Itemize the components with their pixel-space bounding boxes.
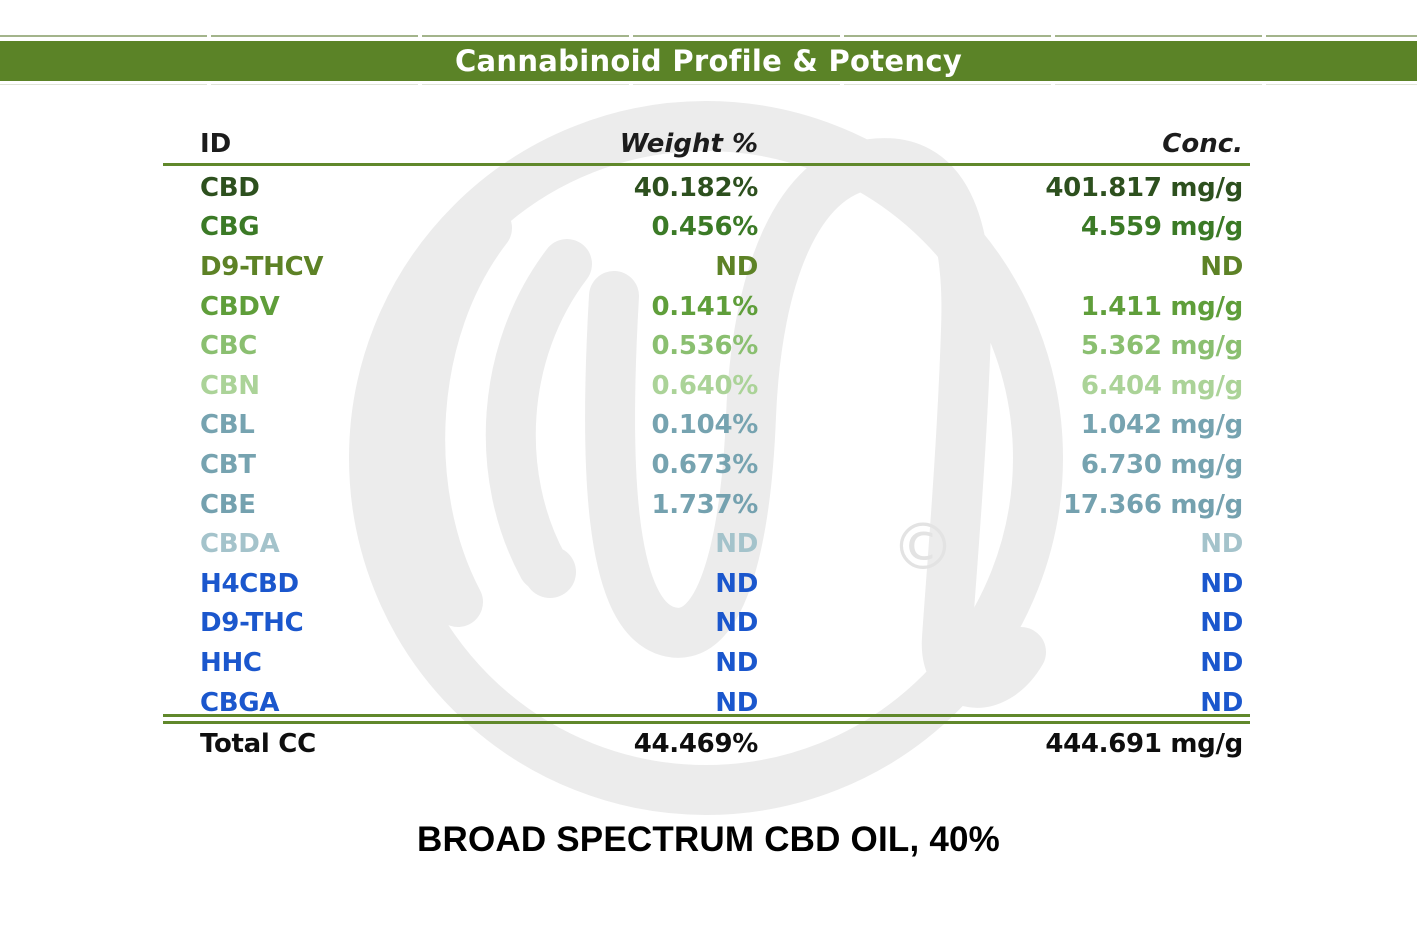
- total-weight-value: 44.469%: [633, 729, 759, 760]
- concentration-value: ND: [1200, 568, 1243, 599]
- cannabinoid-id: D9-THCV: [200, 251, 324, 282]
- table-row: H4CBD ND ND: [163, 564, 1250, 604]
- table-row: D9-THC ND ND: [163, 604, 1250, 644]
- weight-percent-value: ND: [715, 251, 758, 282]
- concentration-value: ND: [1200, 251, 1243, 282]
- weight-percent-value: ND: [715, 568, 758, 599]
- table-header-row: ID Weight % Conc.: [163, 126, 1250, 162]
- concentration-value: 4.559 mg/g: [1080, 212, 1243, 243]
- cannabinoid-id: CBDV: [200, 291, 280, 322]
- table-row: CBN 0.640% 6.404 mg/g: [163, 366, 1250, 406]
- weight-percent-value: 0.536%: [651, 331, 759, 362]
- cannabinoid-id: CBGA: [200, 687, 280, 718]
- title-bar: Cannabinoid Profile & Potency: [0, 41, 1417, 81]
- table-row: CBDA ND ND: [163, 524, 1250, 564]
- table-body: CBD 40.182% 401.817 mg/g CBG 0.456% 4.55…: [163, 168, 1250, 722]
- column-header-id: ID: [200, 129, 232, 159]
- table-row: CBE 1.737% 17.366 mg/g: [163, 485, 1250, 525]
- cannabinoid-id: CBDA: [200, 529, 280, 560]
- cannabinoid-id: CBL: [200, 410, 255, 441]
- table-row: CBD 40.182% 401.817 mg/g: [163, 168, 1250, 208]
- weight-percent-value: ND: [715, 647, 758, 678]
- table-row: D9-THCV ND ND: [163, 247, 1250, 287]
- weight-percent-value: 1.737%: [651, 489, 759, 520]
- under-bar-hairline: [0, 84, 1417, 85]
- concentration-value: ND: [1200, 608, 1243, 639]
- concentration-value: 1.411 mg/g: [1080, 291, 1243, 322]
- concentration-value: 5.362 mg/g: [1080, 331, 1243, 362]
- table-row: CBL 0.104% 1.042 mg/g: [163, 406, 1250, 446]
- concentration-value: ND: [1200, 647, 1243, 678]
- column-header-conc: Conc.: [1162, 129, 1243, 159]
- cannabinoid-table: ID Weight % Conc. CBD 40.182% 401.817 mg…: [163, 126, 1250, 762]
- cannabinoid-id: CBE: [200, 489, 256, 520]
- weight-percent-value: 0.640%: [651, 370, 759, 401]
- cannabinoid-id: CBT: [200, 449, 256, 480]
- product-title: BROAD SPECTRUM CBD OIL, 40%: [417, 820, 1000, 859]
- table-row: CBG 0.456% 4.559 mg/g: [163, 208, 1250, 248]
- weight-percent-value: 0.673%: [651, 449, 759, 480]
- column-header-weight: Weight %: [619, 129, 758, 159]
- weight-percent-value: 0.104%: [651, 410, 759, 441]
- weight-percent-value: ND: [715, 529, 758, 560]
- concentration-value: ND: [1200, 687, 1243, 718]
- table-row: CBGA ND ND: [163, 683, 1250, 723]
- table-row: HHC ND ND: [163, 643, 1250, 683]
- top-hairline: [0, 35, 1417, 37]
- concentration-value: 17.366 mg/g: [1063, 489, 1243, 520]
- total-label: Total CC: [200, 729, 316, 760]
- cannabinoid-id: H4CBD: [200, 568, 299, 599]
- weight-percent-value: ND: [715, 608, 758, 639]
- concentration-value: ND: [1200, 529, 1243, 560]
- weight-percent-value: ND: [715, 687, 758, 718]
- concentration-value: 1.042 mg/g: [1080, 410, 1243, 441]
- table-row: CBDV 0.141% 1.411 mg/g: [163, 287, 1250, 327]
- concentration-value: 401.817 mg/g: [1045, 172, 1243, 203]
- page-title: Cannabinoid Profile & Potency: [454, 44, 963, 78]
- concentration-value: 6.404 mg/g: [1080, 370, 1243, 401]
- table-row: CBT 0.673% 6.730 mg/g: [163, 445, 1250, 485]
- weight-percent-value: 40.182%: [633, 172, 759, 203]
- cannabinoid-id: HHC: [200, 647, 262, 678]
- table-row: CBC 0.536% 5.362 mg/g: [163, 326, 1250, 366]
- weight-percent-value: 0.141%: [651, 291, 759, 322]
- cannabinoid-id: D9-THC: [200, 608, 304, 639]
- cannabinoid-id: CBD: [200, 172, 260, 203]
- cannabinoid-id: CBC: [200, 331, 258, 362]
- total-row: Total CC 44.469% 444.691 mg/g: [163, 726, 1250, 762]
- cannabinoid-id: CBN: [200, 370, 260, 401]
- concentration-value: 6.730 mg/g: [1080, 449, 1243, 480]
- header-rule: [163, 163, 1250, 166]
- weight-percent-value: 0.456%: [651, 212, 759, 243]
- cannabinoid-id: CBG: [200, 212, 260, 243]
- total-concentration-value: 444.691 mg/g: [1045, 729, 1243, 760]
